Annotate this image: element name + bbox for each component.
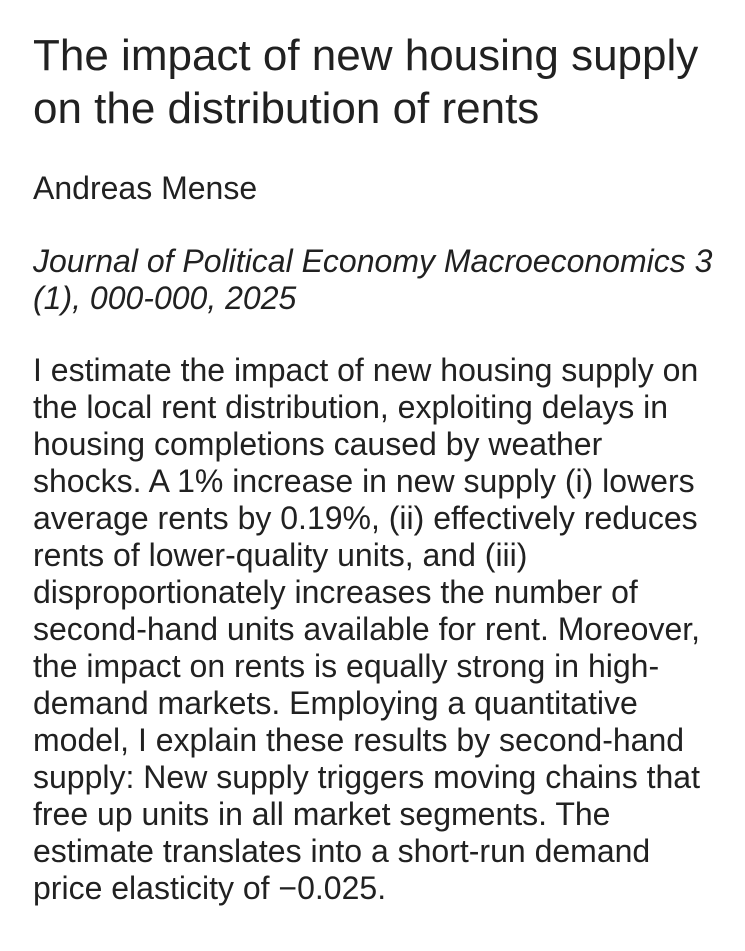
paper-authors: Andreas Mense (33, 170, 258, 206)
paper-title: The impact of new housing supply on the … (33, 31, 699, 133)
paper-venue: Journal of Political Economy Macroeconom… (33, 243, 713, 316)
paper-abstract: I estimate the impact of new housing sup… (33, 352, 701, 906)
paper-detail-page: The impact of new housing supply on the … (33, 29, 716, 907)
paper-content: The impact of new housing supply on the … (33, 29, 716, 907)
